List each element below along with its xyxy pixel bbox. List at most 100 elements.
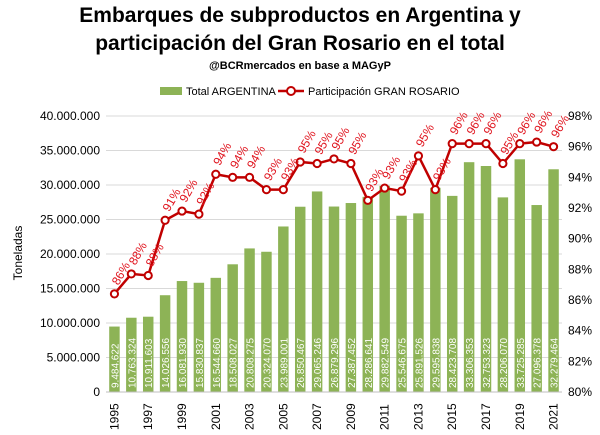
line-point [430, 185, 440, 195]
y-tick-label: 25.000.000 [40, 213, 100, 227]
legend-line-marker [286, 86, 296, 96]
bar [176, 281, 188, 392]
x-tick-label: 2001 [209, 403, 223, 430]
line-value-label: 94% [244, 143, 268, 171]
chart-title-line-2: participación del Gran Rosario en el tot… [95, 32, 505, 55]
bar-value-label: 29.065.246 [313, 338, 324, 388]
bar-value-label: 29.882.549 [381, 338, 392, 388]
x-tick-label: 2019 [513, 403, 527, 430]
y2-tick-label: 80% [568, 385, 592, 399]
x-tick-label: 2007 [310, 403, 324, 430]
line-point [194, 209, 204, 219]
y2-tick-label: 86% [568, 293, 592, 307]
line-value-label: 93% [430, 155, 454, 183]
legend-bar-swatch [160, 87, 182, 95]
y-tick-label: 0 [93, 385, 100, 399]
bar [227, 264, 238, 392]
bar-value-label: 16.081.930 [178, 338, 189, 388]
chart-subtitle: @BCRmercados en base a MAGyP [209, 60, 391, 72]
y-axis-title: Toneladas [11, 226, 25, 281]
y-tick-label: 20.000.000 [40, 247, 100, 261]
y-tick-label: 15.000.000 [40, 282, 100, 296]
y2-tick-label: 98% [568, 109, 592, 123]
line-point [228, 172, 238, 182]
bar [345, 203, 357, 392]
line-point [312, 158, 322, 169]
y2-tick-label: 96% [568, 140, 592, 154]
x-tick-label: 1995 [107, 403, 121, 430]
bar [193, 282, 205, 392]
bar-value-label: 18.508.027 [229, 338, 240, 388]
line-point [160, 215, 170, 225]
x-tick-label: 2011 [378, 404, 392, 430]
line-point [143, 270, 153, 281]
bar-value-label: 16.544.660 [212, 338, 223, 388]
bar-value-label: 32.279.464 [550, 338, 561, 388]
line-point [126, 269, 136, 279]
x-tick-label: 1999 [175, 403, 189, 430]
line-point [481, 139, 491, 149]
y2-tick-label: 90% [568, 232, 592, 246]
line-point [464, 139, 474, 149]
bar [142, 316, 154, 392]
line-point [295, 157, 305, 167]
line-point [177, 206, 187, 216]
chart-title-line-1: Embarques de subproductos en Argentina y [79, 4, 521, 27]
bar-value-label: 26.879.296 [330, 338, 341, 388]
bar [514, 159, 526, 392]
x-axis: 1995 1997 1999 2001 2003 2005 2007 2009 2011 2013… [106, 391, 562, 430]
y2-tick-label: 92% [568, 201, 592, 215]
line-point [109, 289, 120, 299]
bar [548, 169, 559, 392]
bar [244, 248, 255, 392]
y-axis-right: 80% 82% 84% 86% 88% 90% 92% 94% 96% 98% [568, 109, 592, 399]
bar-series [109, 159, 559, 392]
line-point [532, 137, 542, 147]
bar-value-label: 20.808.275 [246, 338, 257, 388]
bar [430, 187, 441, 392]
x-tick-label: 2003 [243, 403, 257, 430]
bar-value-label: 33.725.285 [516, 338, 527, 388]
bar [278, 226, 289, 392]
bar-value-label: 23.989.001 [279, 338, 290, 388]
bar-value-label: 29.595.838 [431, 338, 442, 388]
line-value-label: 96% [480, 109, 504, 137]
bar [311, 191, 323, 392]
x-tick-label: 2017 [479, 403, 493, 430]
bar [379, 185, 390, 392]
x-tick-label: 2021 [547, 403, 561, 430]
bar [497, 197, 509, 392]
line-value-label: 95% [413, 121, 437, 149]
bar-value-label: 33.306.353 [465, 338, 476, 388]
y2-tick-label: 94% [568, 170, 592, 184]
bar-value-label: 32.753.323 [482, 338, 493, 388]
y-tick-label: 40.000.000 [40, 109, 100, 123]
bar-value-label: 28.206.070 [499, 338, 510, 388]
bar [362, 196, 374, 392]
y-tick-label: 30.000.000 [40, 178, 100, 192]
bar-value-label: 28.423.708 [448, 338, 459, 388]
line-point [244, 172, 255, 182]
bar [210, 277, 222, 392]
line-point [346, 158, 356, 169]
line-point [396, 186, 407, 196]
line-point [380, 183, 390, 193]
bar [463, 162, 475, 392]
bar [328, 206, 340, 392]
legend: Total ARGENTINA Participación GRAN ROSAR… [160, 86, 460, 98]
line-point [413, 151, 424, 161]
line-point [211, 169, 221, 179]
bar [480, 166, 492, 392]
line-point [278, 185, 288, 195]
y2-tick-label: 84% [568, 324, 592, 338]
bar-value-label: 10.911.603 [144, 338, 155, 388]
x-tick-label: 1997 [141, 403, 155, 430]
bar-value-label: 28.286.641 [364, 338, 375, 388]
bar-value-labels: 9.484.622 10.763.324 10.911.603 14.026.556 1… [110, 338, 560, 388]
bar [159, 295, 171, 392]
line-point [363, 195, 373, 205]
bar-value-label: 20.324.070 [262, 338, 273, 388]
bar-value-label: 14.026.556 [161, 338, 172, 388]
legend-line-label: Participación GRAN ROSARIO [308, 86, 460, 98]
